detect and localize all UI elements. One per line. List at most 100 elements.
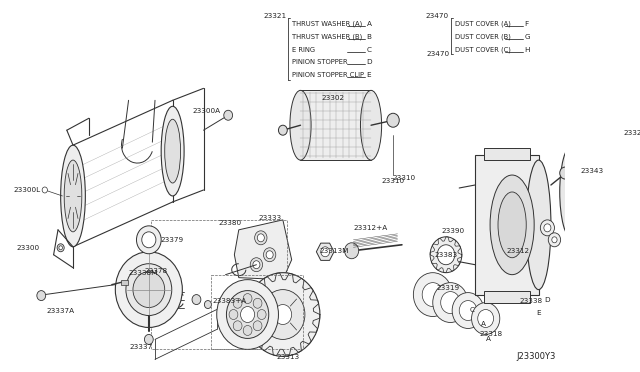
Circle shape — [233, 321, 242, 331]
Text: 23313M: 23313M — [320, 248, 349, 254]
Text: 23312: 23312 — [507, 248, 530, 254]
Ellipse shape — [560, 145, 584, 239]
Text: A: A — [486, 336, 491, 342]
Circle shape — [430, 237, 462, 273]
Text: 23302: 23302 — [322, 95, 345, 101]
Ellipse shape — [161, 106, 184, 196]
Text: E RING: E RING — [292, 46, 315, 52]
Circle shape — [126, 264, 172, 315]
Text: 23470: 23470 — [426, 13, 449, 19]
Bar — [150, 220, 287, 349]
Circle shape — [560, 167, 570, 179]
Circle shape — [246, 273, 320, 356]
Text: 23380: 23380 — [218, 220, 242, 226]
Text: A: A — [367, 20, 372, 27]
Circle shape — [387, 113, 399, 127]
Text: DUST COVER (B): DUST COVER (B) — [455, 33, 511, 40]
Circle shape — [344, 243, 358, 259]
Circle shape — [452, 293, 484, 328]
Text: C: C — [367, 46, 372, 52]
Circle shape — [204, 301, 211, 308]
Ellipse shape — [61, 145, 85, 247]
Text: 23338: 23338 — [519, 298, 542, 304]
Text: 23383+A: 23383+A — [212, 298, 246, 304]
Text: 23470: 23470 — [427, 51, 450, 57]
Text: THRUST WASHER (A): THRUST WASHER (A) — [292, 20, 362, 27]
Circle shape — [243, 294, 252, 304]
Bar — [211, 275, 303, 349]
Ellipse shape — [490, 175, 534, 275]
Circle shape — [257, 234, 264, 242]
Circle shape — [540, 220, 554, 236]
Circle shape — [192, 295, 201, 305]
Text: 23322: 23322 — [623, 130, 640, 136]
Bar — [475, 155, 539, 295]
Circle shape — [433, 283, 468, 323]
Polygon shape — [316, 243, 334, 260]
Text: 23390: 23390 — [442, 228, 465, 234]
Text: 23313: 23313 — [276, 355, 300, 360]
Polygon shape — [234, 220, 292, 280]
Text: E: E — [536, 310, 541, 315]
Text: 23310: 23310 — [392, 175, 415, 181]
Bar — [120, 280, 127, 285]
Circle shape — [264, 248, 276, 262]
Text: 23343: 23343 — [580, 168, 603, 174]
Text: PINION STOPPER CLIP: PINION STOPPER CLIP — [292, 73, 364, 78]
Text: E: E — [367, 73, 371, 78]
Text: D: D — [367, 60, 372, 65]
Circle shape — [57, 244, 64, 252]
Ellipse shape — [526, 160, 551, 290]
Text: 23378: 23378 — [145, 268, 168, 274]
Text: 23333: 23333 — [258, 215, 282, 221]
Text: 23383: 23383 — [435, 252, 458, 258]
Circle shape — [552, 237, 557, 243]
Ellipse shape — [290, 90, 311, 160]
Text: 23300L: 23300L — [13, 187, 40, 193]
Text: A: A — [481, 321, 486, 327]
Text: 23312+A: 23312+A — [353, 225, 388, 231]
Circle shape — [274, 305, 292, 324]
Circle shape — [241, 307, 255, 323]
Text: B: B — [367, 33, 372, 39]
Text: J23300Y3: J23300Y3 — [517, 352, 556, 361]
Circle shape — [544, 224, 551, 232]
Ellipse shape — [498, 192, 526, 258]
Circle shape — [437, 245, 455, 265]
Text: 23321: 23321 — [264, 13, 287, 19]
Text: 23379: 23379 — [160, 237, 184, 243]
Bar — [484, 148, 530, 160]
Text: F: F — [524, 20, 529, 27]
Circle shape — [37, 291, 45, 301]
Circle shape — [321, 247, 330, 257]
Circle shape — [441, 292, 460, 314]
Circle shape — [548, 233, 561, 247]
Circle shape — [477, 310, 493, 327]
Text: H: H — [524, 46, 530, 52]
Text: 23319: 23319 — [436, 285, 460, 291]
Text: DUST COVER (C): DUST COVER (C) — [455, 46, 511, 53]
Text: 23338M: 23338M — [129, 270, 158, 276]
Circle shape — [460, 301, 477, 321]
Circle shape — [253, 321, 262, 331]
Circle shape — [422, 283, 444, 307]
Text: 23337: 23337 — [129, 344, 152, 350]
Circle shape — [136, 226, 161, 254]
Circle shape — [255, 231, 267, 245]
Circle shape — [217, 280, 278, 349]
Text: G: G — [524, 33, 530, 39]
Bar — [572, 145, 640, 240]
Circle shape — [42, 187, 47, 193]
Circle shape — [579, 188, 586, 196]
Text: 23310: 23310 — [381, 178, 404, 184]
Bar — [301, 90, 371, 160]
Circle shape — [253, 298, 262, 308]
Circle shape — [244, 280, 251, 289]
Text: 23300: 23300 — [17, 245, 40, 251]
Circle shape — [243, 326, 252, 336]
Circle shape — [579, 196, 586, 204]
Text: THRUST WASHER (B): THRUST WASHER (B) — [292, 33, 362, 40]
Circle shape — [250, 258, 262, 272]
Text: 23300A: 23300A — [193, 108, 221, 114]
Circle shape — [142, 232, 156, 248]
